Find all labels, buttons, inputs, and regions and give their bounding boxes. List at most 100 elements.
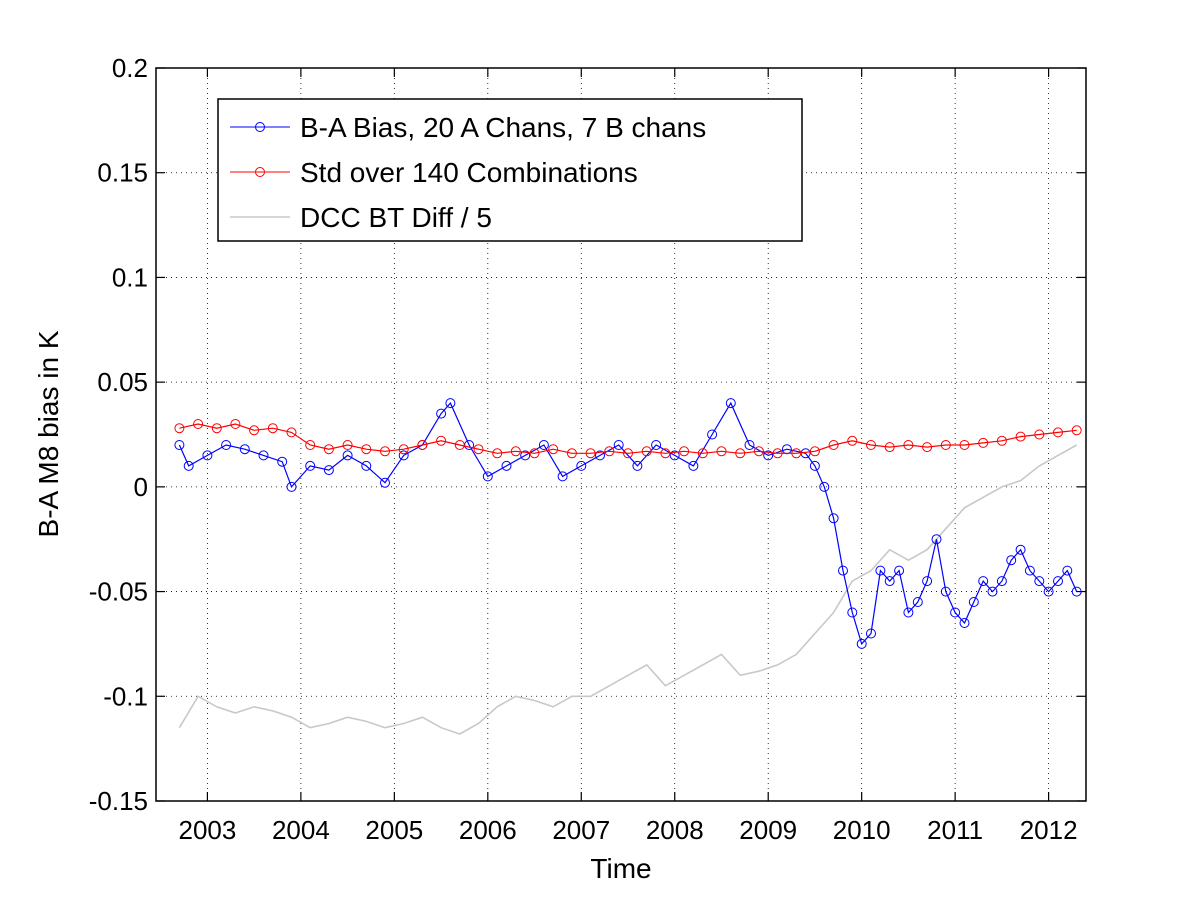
- series-0-point: [950, 607, 961, 618]
- series-0-point: [669, 450, 680, 461]
- x-tick-label: 2008: [646, 815, 704, 845]
- series-1-point: [847, 435, 858, 446]
- series-0-point: [323, 465, 334, 476]
- series-1-point: [623, 448, 633, 459]
- series-0-point: [856, 638, 867, 649]
- series-0-point: [482, 471, 493, 482]
- series-1-point: [772, 448, 783, 459]
- series-1-point: [1053, 427, 1063, 438]
- series-1-point: [660, 448, 671, 459]
- series-1-point: [174, 423, 185, 434]
- series-0-point: [968, 597, 979, 607]
- series-0-point: [912, 597, 923, 607]
- series-0-point: [380, 477, 390, 488]
- series-0-point: [744, 440, 755, 450]
- y-tick-label: 0.15: [97, 158, 148, 188]
- series-1-point: [454, 440, 465, 450]
- series-1-point: [249, 425, 260, 436]
- legend-marker-bias: [255, 122, 265, 132]
- series-1-point: [286, 427, 297, 438]
- y-tick-label: -0.15: [89, 786, 148, 816]
- series-0-point: [959, 618, 970, 628]
- series-0-point: [875, 565, 886, 576]
- series-1-point: [735, 448, 746, 459]
- series-0-point: [1062, 565, 1073, 576]
- series-1-point: [417, 440, 428, 450]
- series-1-point: [361, 444, 372, 455]
- series-0-point: [1006, 555, 1017, 566]
- series-1-point: [753, 446, 764, 457]
- series-0-point: [1015, 544, 1026, 555]
- series-line-1: [179, 423, 1077, 454]
- series-0-point: [398, 450, 409, 461]
- series-0-point: [838, 565, 848, 576]
- series-0-point: [436, 408, 447, 419]
- series-0-point: [1053, 576, 1063, 587]
- series-1-point: [305, 440, 316, 450]
- x-tick-label: 2007: [552, 815, 610, 845]
- y-tick-label: 0.05: [97, 367, 148, 397]
- series-0-point: [651, 440, 662, 450]
- series-0-point: [342, 450, 353, 461]
- series-0-point: [903, 607, 914, 618]
- series-line-0: [178, 401, 1078, 646]
- series-0-point: [183, 460, 194, 471]
- legend-label-dcc: DCC BT Diff / 5: [300, 202, 492, 233]
- series-0-point: [632, 460, 643, 471]
- series-0-point: [595, 450, 605, 461]
- series-0-point: [763, 450, 774, 461]
- axis-ticks: 2003 2004 2005 2006 2007 2008 2009 2010 2011 2012…: [89, 53, 1086, 845]
- series-0-point: [613, 440, 624, 450]
- series-0-point: [277, 456, 288, 467]
- series-0-point: [996, 576, 1007, 587]
- series-0-point: [501, 460, 512, 471]
- series-0-point: [847, 607, 858, 618]
- legend: B-A Bias, 20 A Chans, 7 B chans Std over…: [217, 98, 803, 242]
- series-0-point: [305, 460, 316, 471]
- series-1-point: [211, 423, 222, 434]
- series-0-point: [239, 444, 250, 455]
- series-1-point: [342, 440, 353, 450]
- series-1-point: [828, 440, 839, 450]
- plot-frame: [155, 67, 1087, 802]
- series-1-point: [922, 442, 933, 453]
- series-1-point: [903, 440, 914, 450]
- series-0-point: [725, 398, 736, 409]
- series-1-point: [679, 446, 690, 457]
- series-1-point: [697, 448, 708, 459]
- series-1-point: [193, 419, 204, 429]
- series-0-point: [361, 460, 372, 471]
- series-1-point: [230, 419, 241, 429]
- x-tick-label: 2011: [927, 815, 983, 845]
- series-line-2: [178, 444, 1078, 735]
- series-1-point: [510, 446, 521, 457]
- series-0-point: [286, 481, 297, 492]
- y-tick-label: 0: [134, 472, 148, 502]
- y-tick-label: 0.2: [112, 53, 148, 83]
- series-0-point: [202, 450, 213, 461]
- series-0-point: [576, 460, 587, 471]
- y-tick-label: 0.1: [112, 262, 148, 292]
- series-1-point: [1015, 431, 1026, 442]
- x-tick-label: 2010: [833, 815, 891, 845]
- series-1-point: [809, 446, 820, 457]
- series-1-point: [884, 442, 895, 453]
- series-1-point: [585, 448, 596, 459]
- series-0-point: [1024, 565, 1035, 576]
- legend-label-std: Std over 140 Combinations: [300, 157, 638, 188]
- series-1-point: [959, 440, 970, 450]
- x-tick-label: 2012: [1020, 815, 1078, 845]
- series-0-point: [922, 576, 933, 587]
- series-1-point: [604, 446, 615, 457]
- series-0-point: [1034, 576, 1045, 587]
- series-0-point: [174, 440, 185, 450]
- series-1-point: [791, 448, 802, 459]
- series-1-point: [492, 448, 503, 459]
- series-1-point: [473, 444, 484, 455]
- series-0-point: [538, 440, 549, 450]
- series-1-point: [529, 448, 540, 459]
- series-0-point: [809, 460, 820, 471]
- series-1-point: [866, 440, 876, 450]
- series-0-point: [884, 576, 895, 587]
- series-0-point: [931, 534, 942, 545]
